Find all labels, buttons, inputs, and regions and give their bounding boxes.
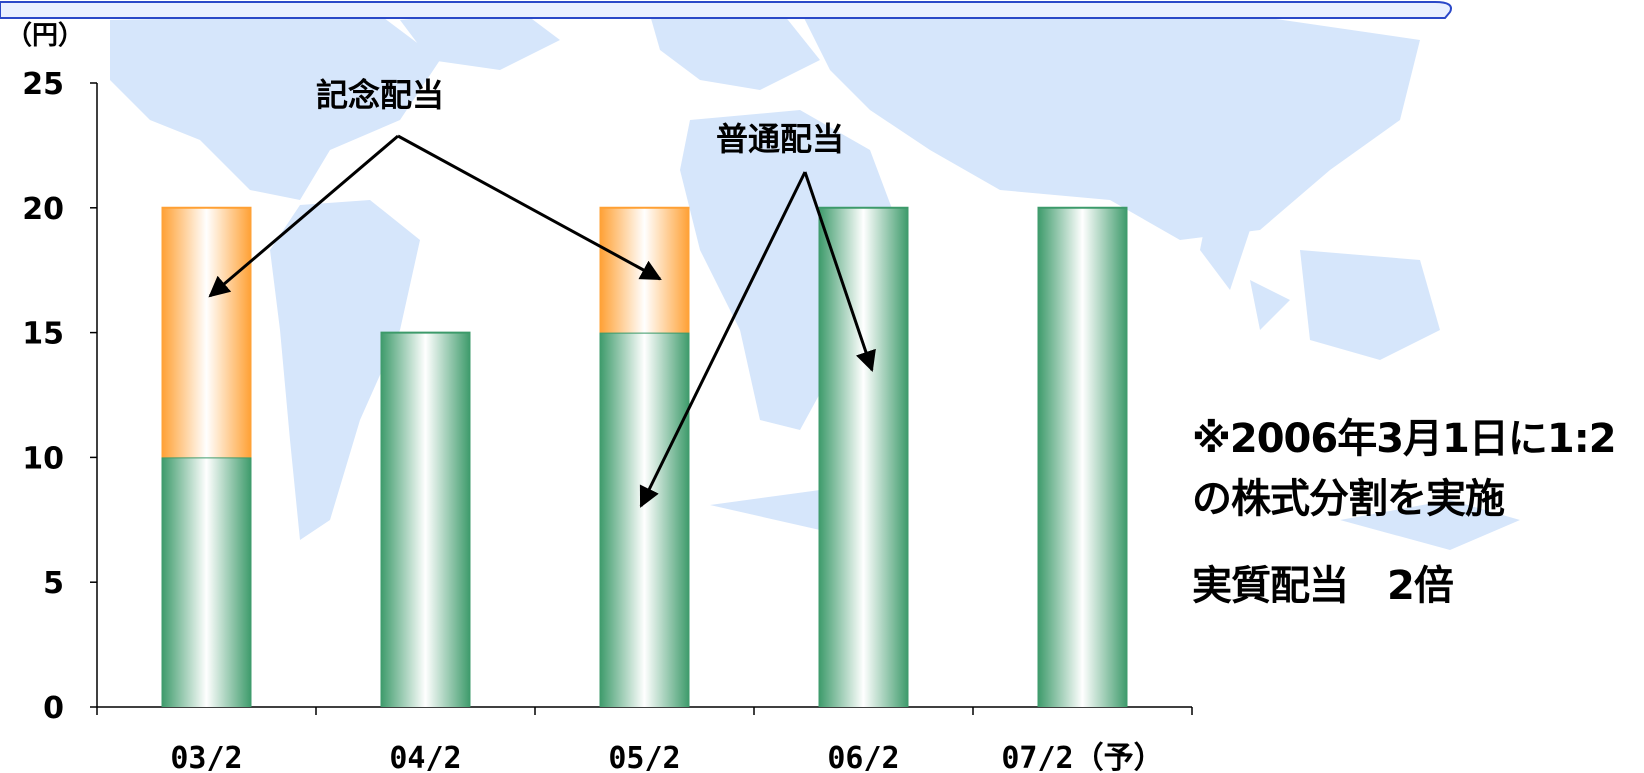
effective-dividend-note: 実質配当 2倍 bbox=[1192, 553, 1453, 611]
y-unit-label: （円） bbox=[6, 21, 84, 51]
x-tick-label: 07/2（予） bbox=[1001, 741, 1163, 773]
y-tick-label: 10 bbox=[22, 441, 64, 476]
x-tick-label: 04/2 bbox=[389, 741, 461, 773]
bar-ordinary-dividend bbox=[1038, 208, 1128, 707]
bar-ordinary-dividend bbox=[819, 208, 909, 707]
x-tick-label: 05/2 bbox=[608, 741, 680, 773]
split-note-line1: ※2006年3月1日に1:2 bbox=[1192, 406, 1616, 464]
bar-ordinary-dividend bbox=[381, 333, 471, 707]
bar-ordinary-dividend bbox=[162, 457, 252, 707]
annotation-commemorative-label: 記念配当 bbox=[316, 76, 444, 114]
y-tick-label: 15 bbox=[22, 317, 64, 352]
x-tick-label: 03/2 bbox=[170, 741, 242, 773]
annotation-ordinary-label: 普通配当 bbox=[716, 120, 844, 158]
bar-commemorative-dividend bbox=[162, 208, 252, 458]
y-tick-label: 5 bbox=[43, 566, 64, 601]
header-band bbox=[0, 2, 1451, 18]
y-tick-label: 0 bbox=[43, 691, 64, 726]
bar-ordinary-dividend bbox=[600, 333, 690, 707]
x-tick-label: 06/2 bbox=[827, 741, 899, 773]
y-tick-label: 20 bbox=[22, 192, 64, 227]
split-note-line2: の株式分割を実施 bbox=[1192, 466, 1504, 524]
y-tick-label: 25 bbox=[22, 67, 64, 102]
